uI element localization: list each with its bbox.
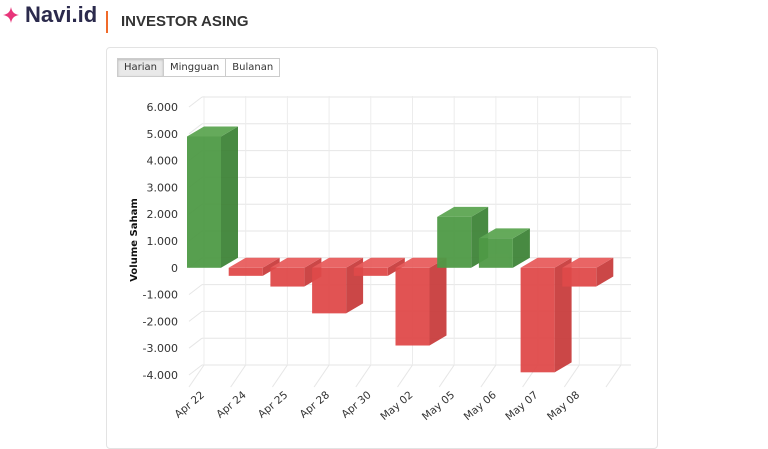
y-tick-label: 3.000 (147, 181, 179, 194)
bar-front (478, 238, 513, 268)
bar-chart: 6.000 5.000 4.000 3.000 2.000 1.000 0 -1.000 -2.… (129, 96, 631, 423)
bar-front (437, 216, 472, 268)
gridline-side (188, 284, 203, 295)
floor-gridline (605, 364, 622, 388)
bar-front (353, 267, 388, 276)
x-tick-label: May 05 (420, 389, 457, 423)
tab-bulanan[interactable]: Bulanan (225, 59, 280, 76)
gridline-side (188, 96, 203, 108)
floor-gridline (271, 364, 288, 388)
y-tick-label: 2.000 (147, 208, 179, 221)
floor-gridline (563, 364, 580, 388)
x-tick-label: Apr 25 (256, 389, 290, 421)
bar-top (228, 257, 280, 268)
y-tick-label: 1.000 (147, 235, 179, 248)
tab-mingguan[interactable]: Mingguan (163, 59, 226, 76)
x-tick-label: Apr 30 (339, 389, 373, 421)
bar-top (353, 257, 405, 268)
x-tick-label: May 07 (503, 389, 540, 423)
bar-top (270, 257, 322, 268)
page-title: INVESTOR ASING (121, 13, 249, 30)
bar (437, 206, 489, 268)
bar (478, 228, 530, 268)
bar-front (312, 267, 347, 314)
period-tabs: Harian Mingguan Bulanan (117, 58, 281, 77)
y-tick-label: -2.000 (143, 315, 178, 328)
y-axis-title: Volume Saham (129, 198, 140, 282)
title-accent-divider (106, 11, 108, 33)
x-tick-label: May 02 (378, 389, 415, 423)
logo-text: Navi.id (25, 2, 98, 27)
floor-gridline (438, 364, 455, 388)
bar-side (596, 257, 614, 287)
bar (187, 126, 238, 268)
floor-gridline (188, 364, 205, 388)
bar-front (562, 267, 597, 287)
tab-harian[interactable]: Harian (118, 59, 164, 76)
y-tick-label: 5.000 (147, 128, 179, 141)
bar-front (520, 267, 555, 373)
logo[interactable]: Navi.id (2, 2, 97, 28)
bar (228, 257, 280, 276)
floor-gridline (480, 364, 497, 388)
x-tick-label: Apr 22 (172, 389, 206, 421)
bar-top (437, 206, 489, 217)
bar-top (395, 257, 447, 268)
bar-front (228, 267, 263, 276)
bar (395, 257, 447, 346)
bar (312, 257, 364, 314)
y-tick-label: -3.000 (143, 342, 178, 355)
bar-top (312, 257, 364, 268)
bar-side (512, 228, 530, 268)
x-tick-label: Apr 24 (214, 389, 249, 421)
y-tick-label: 0 (171, 262, 178, 275)
gridline-side (188, 311, 203, 322)
gridline-side (188, 123, 203, 135)
y-tick-label: 6.000 (147, 101, 179, 114)
bar-side (429, 257, 447, 346)
bar-top (562, 257, 614, 268)
bar-side (262, 257, 280, 276)
bar-front (187, 136, 221, 268)
floor-gridline (397, 364, 413, 388)
y-tick-label: 4.000 (147, 155, 179, 168)
gridline-side (188, 337, 203, 349)
floor-gridline (313, 364, 330, 388)
bar-front (270, 267, 305, 287)
bar-top (520, 257, 572, 268)
y-tick-label: -4.000 (143, 369, 178, 382)
floor-gridline (355, 364, 372, 388)
x-tick-label: Apr 28 (298, 389, 332, 421)
y-tick-label: -1.000 (143, 289, 178, 302)
gridline-side (188, 364, 203, 376)
bar (562, 257, 614, 287)
floor-gridline (230, 364, 247, 388)
bar-top (478, 228, 530, 239)
x-tick-label: May 08 (545, 389, 582, 423)
x-tick-label: May 06 (462, 389, 499, 423)
bar-side (387, 257, 405, 276)
bar (353, 257, 405, 276)
bar-front (395, 267, 430, 346)
sparkle-logo-icon (3, 7, 19, 23)
bar-side (221, 126, 238, 268)
bar-top (187, 126, 238, 137)
